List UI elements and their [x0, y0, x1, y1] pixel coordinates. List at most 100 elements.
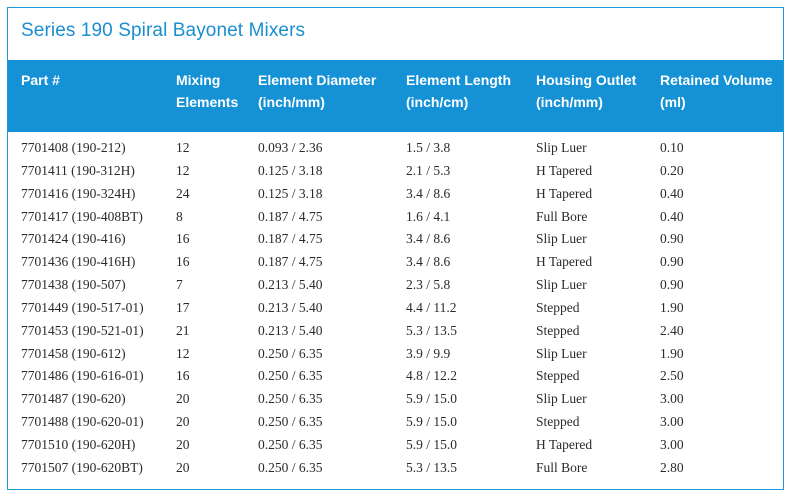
table-row: 7701449 (190-517-01) 17 0.213 / 5.40 4.4 / … [8, 297, 783, 320]
part-number-cell: 7701438 (190-507) [21, 277, 126, 293]
element-diameter-cell: 0.125 / 3.18 [258, 185, 323, 201]
mixing-elements-cell: 16 [176, 254, 190, 270]
mixing-elements-cell: 7 [176, 277, 183, 293]
element-length-cell: 5.3 / 13.5 [406, 322, 458, 338]
header-element-length: Element Length (inch/cm) [406, 72, 512, 110]
housing-outlet-cell: H Tapered [536, 436, 593, 452]
part-number-cell: 7701436 (190-416H) [21, 254, 136, 270]
table-row: 7701416 (190-324H) 24 0.125 / 3.18 3.4 / 8.… [8, 183, 783, 206]
housing-outlet-cell: Slip Luer [536, 231, 587, 247]
element-length-cell: 2.3 / 5.8 [406, 277, 451, 293]
retained-volume-cell: 1.90 [660, 345, 684, 361]
part-number-cell: 7701411 (190-312H) [21, 162, 135, 178]
header-mixing-elements: Mixing Elements [176, 72, 239, 110]
header-part-number: Part # [21, 72, 60, 88]
table-row: 7701438 (190-507) 7 0.213 / 5.40 2.3 / 5.8 S… [8, 274, 783, 297]
retained-volume-cell: 2.50 [660, 368, 684, 384]
housing-outlet-cell: Stepped [536, 368, 580, 384]
mixing-elements-cell: 16 [176, 368, 190, 384]
element-diameter-cell: 0.187 / 4.75 [258, 254, 323, 270]
retained-volume-cell: 0.40 [660, 185, 684, 201]
retained-volume-cell: 0.90 [660, 231, 684, 247]
element-length-cell: 5.9 / 15.0 [406, 414, 458, 430]
table-row: 7701408 (190-212) 12 0.093 / 2.36 1.5 / 3.8… [8, 137, 783, 160]
part-number-cell: 7701424 (190-416) [21, 231, 126, 247]
housing-outlet-cell: H Tapered [536, 162, 593, 178]
element-diameter-cell: 0.250 / 6.35 [258, 345, 323, 361]
element-length-cell: 5.3 / 13.5 [406, 459, 458, 475]
retained-volume-cell: 3.00 [660, 414, 684, 430]
element-length-cell: 4.8 / 12.2 [406, 368, 458, 384]
element-diameter-cell: 0.213 / 5.40 [258, 299, 323, 315]
part-number-cell: 7701487 (190-620) [21, 391, 126, 407]
table-row: 7701458 (190-612) 12 0.250 / 6.35 3.9 / 9.9… [8, 343, 783, 366]
element-length-cell: 1.5 / 3.8 [406, 140, 451, 155]
part-number-cell: 7701417 (190-408BT) [21, 208, 143, 224]
retained-volume-cell: 1.90 [660, 299, 684, 315]
housing-outlet-cell: Full Bore [536, 208, 588, 224]
element-length-cell: 5.9 / 15.0 [406, 391, 458, 407]
element-length-cell: 5.9 / 15.0 [406, 436, 458, 452]
element-length-cell: 4.4 / 11.2 [406, 299, 457, 315]
retained-volume-cell: 3.00 [660, 436, 684, 452]
mixing-elements-cell: 20 [176, 414, 190, 430]
part-number-cell: 7701486 (190-616-01) [21, 368, 144, 384]
mixing-elements-cell: 12 [176, 162, 190, 178]
retained-volume-cell: 0.90 [660, 254, 684, 270]
table-row: 7701510 (190-620H) 20 0.250 / 6.35 5.9 / 15… [8, 434, 783, 457]
table-row: 7701507 (190-620BT) 20 0.250 / 6.35 5.3 / 1… [8, 457, 783, 480]
element-length-cell: 2.1 / 5.3 [406, 162, 451, 178]
mixing-elements-cell: 12 [176, 345, 190, 361]
housing-outlet-cell: H Tapered [536, 254, 593, 270]
retained-volume-cell: 0.40 [660, 208, 684, 224]
table-header: Part # Mixing Elements Element Diameter … [8, 60, 783, 132]
element-length-cell: 3.9 / 9.9 [406, 345, 451, 361]
retained-volume-cell: 0.20 [660, 162, 684, 178]
table-row: 7701417 (190-408BT) 8 0.187 / 4.75 1.6 / 4.… [8, 206, 783, 229]
element-length-cell: 3.4 / 8.6 [406, 231, 451, 247]
part-number-cell: 7701488 (190-620-01) [21, 414, 144, 430]
part-number-cell: 7701453 (190-521-01) [21, 322, 144, 338]
element-diameter-cell: 0.250 / 6.35 [258, 368, 323, 384]
housing-outlet-cell: Full Bore [536, 459, 588, 475]
retained-volume-cell: 3.00 [660, 391, 684, 407]
element-length-cell: 3.4 / 8.6 [406, 185, 451, 201]
element-diameter-cell: 0.125 / 3.18 [258, 162, 323, 178]
mixing-elements-cell: 20 [176, 459, 190, 475]
housing-outlet-cell: Slip Luer [536, 277, 587, 293]
table-frame: Series 190 Spiral Bayonet Mixers Part # … [7, 7, 784, 490]
housing-outlet-cell: Slip Luer [536, 391, 587, 407]
housing-outlet-cell: H Tapered [536, 185, 593, 201]
element-diameter-cell: 0.093 / 2.36 [258, 140, 323, 155]
part-number-cell: 7701449 (190-517-01) [21, 299, 144, 315]
element-diameter-cell: 0.250 / 6.35 [258, 391, 323, 407]
table-row: 7701486 (190-616-01) 16 0.250 / 6.35 4.8 / … [8, 365, 783, 388]
retained-volume-cell: 2.40 [660, 322, 684, 338]
mixing-elements-cell: 8 [176, 208, 183, 224]
element-diameter-cell: 0.250 / 6.35 [258, 436, 323, 452]
header-housing-outlet: Housing Outlet (inch/mm) [536, 72, 637, 110]
header-element-diameter: Element Diameter (inch/mm) [258, 72, 377, 110]
housing-outlet-cell: Slip Luer [536, 140, 587, 155]
element-length-cell: 3.4 / 8.6 [406, 254, 451, 270]
table-row: 7701436 (190-416H) 16 0.187 / 4.75 3.4 / 8.… [8, 251, 783, 274]
housing-outlet-cell: Slip Luer [536, 345, 587, 361]
part-number-cell: 7701507 (190-620BT) [21, 459, 143, 475]
part-number-cell: 7701510 (190-620H) [21, 436, 136, 452]
element-diameter-cell: 0.250 / 6.35 [258, 414, 323, 430]
housing-outlet-cell: Stepped [536, 322, 580, 338]
mixing-elements-cell: 17 [176, 299, 190, 315]
retained-volume-cell: 0.90 [660, 277, 684, 293]
table-body: 7701408 (190-212) 12 0.093 / 2.36 1.5 / 3.8… [8, 137, 783, 480]
retained-volume-cell: 0.10 [660, 140, 684, 155]
table-row: 7701411 (190-312H) 12 0.125 / 3.18 2.1 / 5.… [8, 160, 783, 183]
table-row: 7701453 (190-521-01) 21 0.213 / 5.40 5.3 / … [8, 320, 783, 343]
element-diameter-cell: 0.187 / 4.75 [258, 231, 323, 247]
part-number-cell: 7701408 (190-212) [21, 140, 126, 155]
mixing-elements-cell: 16 [176, 231, 190, 247]
mixing-elements-cell: 20 [176, 391, 190, 407]
table-row: 7701424 (190-416) 16 0.187 / 4.75 3.4 / 8.6… [8, 228, 783, 251]
housing-outlet-cell: Stepped [536, 414, 580, 430]
element-diameter-cell: 0.250 / 6.35 [258, 459, 323, 475]
mixing-elements-cell: 20 [176, 436, 190, 452]
